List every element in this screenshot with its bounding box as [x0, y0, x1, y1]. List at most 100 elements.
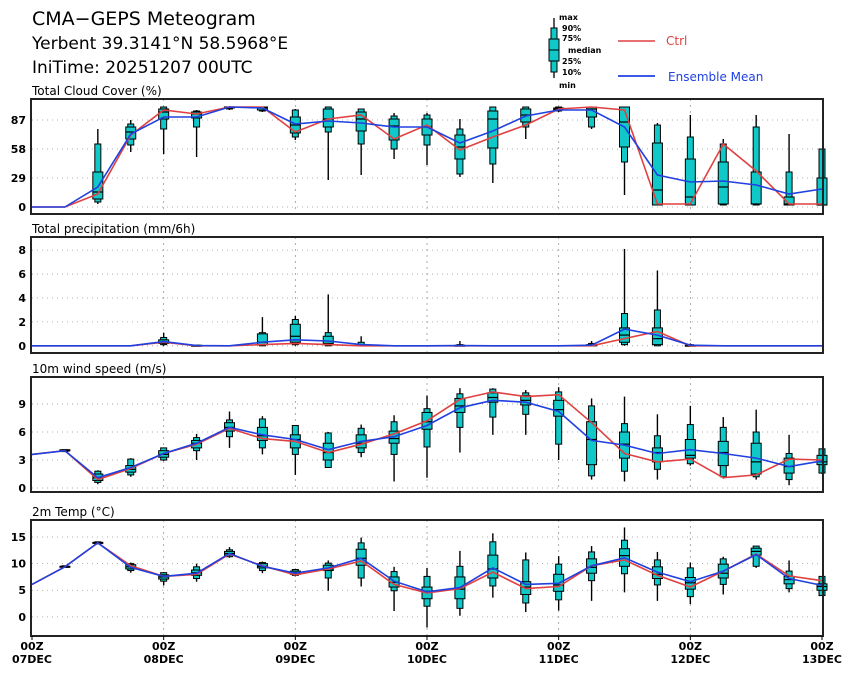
- box-whisker-5: [191, 110, 203, 157]
- legend-box-label: 75%: [562, 34, 581, 43]
- panel-title: Total precipitation (mm/6h): [31, 222, 195, 236]
- box-p10-p90: [555, 391, 563, 445]
- box-whisker-5: [191, 433, 203, 461]
- x-axis: 00Z07DEC00Z08DEC00Z09DEC00Z10DEC00Z11DEC…: [12, 636, 842, 666]
- box-p25-p75: [651, 447, 663, 463]
- legend-box-label: 10%: [562, 68, 581, 77]
- x-tick-date: 09DEC: [275, 653, 315, 666]
- panel-frame: [30, 236, 824, 354]
- box-p25-p75: [487, 554, 499, 579]
- box-whisker-12: [421, 113, 433, 165]
- box-whisker-21: [717, 556, 729, 595]
- box-p10-p90: [752, 126, 760, 206]
- x-tick-date: 07DEC: [12, 653, 52, 666]
- x-tick-time: 00Z: [152, 640, 175, 653]
- box-whisker-21: [717, 417, 729, 479]
- panel-title: 10m wind speed (m/s): [32, 362, 166, 376]
- box-p25-p75: [388, 118, 400, 141]
- box-whisker-20: [684, 405, 696, 466]
- panel-title: Total Cloud Cover (%): [31, 84, 162, 98]
- x-tick-time: 00Z: [20, 640, 43, 653]
- x-tick-date: 10DEC: [407, 653, 447, 666]
- box-p25-p75: [684, 438, 696, 459]
- box-whisker-8: [289, 315, 301, 346]
- box-whisker-12: [421, 395, 433, 478]
- box-whisker-15: [520, 390, 532, 435]
- y-tick-label: 6: [18, 426, 26, 439]
- box-whisker-11: [388, 415, 400, 482]
- box-whisker-19: [651, 270, 663, 347]
- panel-title: 2m Temp (°C): [32, 505, 115, 519]
- x-tick-date: 13DEC: [802, 653, 842, 666]
- box-whisker-18: [619, 396, 630, 482]
- legend-ctrl-label: Ctrl: [666, 34, 687, 48]
- box-whisker-14: [487, 388, 499, 435]
- y-tick-label: 15: [11, 531, 26, 544]
- box-whisker-22: [750, 409, 762, 480]
- ctrl-line: [32, 106, 822, 208]
- y-tick-label: 9: [18, 398, 26, 411]
- box-whisker-21: [717, 139, 729, 206]
- legend-box-label: 90%: [562, 24, 581, 33]
- box-p25-p75: [717, 161, 729, 205]
- box-p25-p75: [355, 548, 367, 566]
- box-whisker-12: [421, 567, 433, 628]
- ensemble-mean-line: [32, 106, 823, 208]
- panel-0: Total Cloud Cover (%) 0 29 58 87: [11, 84, 828, 215]
- box-p25-p75: [586, 421, 598, 466]
- box-whisker-22: [750, 115, 762, 206]
- panel-3: 2m Temp (°C) 0 5 10 15: [11, 505, 828, 637]
- box-whisker-22: [750, 545, 762, 568]
- y-tick-label: 3: [18, 454, 26, 467]
- box-p25-p75: [289, 323, 301, 343]
- box-whisker-14: [487, 106, 499, 183]
- init-time-label: IniTime: 20251207 00UTC: [32, 58, 253, 78]
- y-tick-label: 5: [18, 584, 26, 597]
- box-p25-p75: [355, 111, 367, 132]
- ensemble-mean-line: [31, 541, 823, 593]
- box-whisker-10: [355, 108, 367, 175]
- y-tick-label: 2: [18, 316, 26, 329]
- box-whisker-20: [684, 562, 696, 605]
- legend-box-label: max: [559, 13, 579, 22]
- y-tick-label: 6: [18, 268, 26, 281]
- y-tick-label: 58: [11, 143, 26, 156]
- box-whisker-17: [586, 546, 598, 601]
- box-p25-p75: [553, 399, 565, 417]
- y-tick-label: 87: [11, 114, 26, 127]
- ensemble-mean-line: [32, 328, 822, 347]
- legend-box-label: min: [559, 81, 576, 90]
- y-tick-label: 0: [18, 611, 26, 624]
- box-p10-p90: [193, 110, 201, 128]
- legend-box-label: 25%: [562, 57, 581, 66]
- y-tick-label: 0: [18, 201, 26, 214]
- panel-frame: [30, 376, 824, 493]
- x-tick-time: 00Z: [547, 640, 570, 653]
- box-whisker-20: [684, 115, 696, 206]
- box-whisker-11: [388, 113, 400, 159]
- x-tick-time: 00Z: [284, 640, 307, 653]
- x-tick-date: 11DEC: [539, 653, 579, 666]
- x-tick-date: 12DEC: [670, 653, 710, 666]
- box-p25-p75: [750, 171, 762, 205]
- box-whisker-9: [322, 294, 334, 347]
- box-whisker-4: [158, 106, 170, 154]
- legend-mean-label: Ensemble Mean: [668, 70, 763, 84]
- y-tick-label: 0: [18, 340, 26, 353]
- panel-1: Total precipitation (mm/6h) 0 2 4 6 8: [18, 222, 824, 354]
- box-whisker-19: [651, 414, 663, 480]
- location-label: Yerbent 39.3141°N 58.5968°E: [31, 34, 288, 54]
- box-p10-p90: [489, 388, 497, 418]
- box-whisker-9: [322, 560, 334, 591]
- box-whisker-17: [586, 106, 598, 129]
- box-whisker-8: [289, 424, 301, 475]
- ensemble-mean-line: [31, 399, 823, 479]
- y-tick-label: 4: [18, 292, 26, 305]
- legend-box-label: median: [568, 46, 602, 55]
- y-tick-label: 0: [18, 482, 26, 495]
- legend: max 90%75% median 25% 10% min Ctrl Ensemble Mea…: [548, 13, 763, 90]
- x-tick-date: 08DEC: [144, 653, 184, 666]
- y-tick-label: 10: [11, 558, 27, 571]
- box-whisker-14: [487, 533, 499, 598]
